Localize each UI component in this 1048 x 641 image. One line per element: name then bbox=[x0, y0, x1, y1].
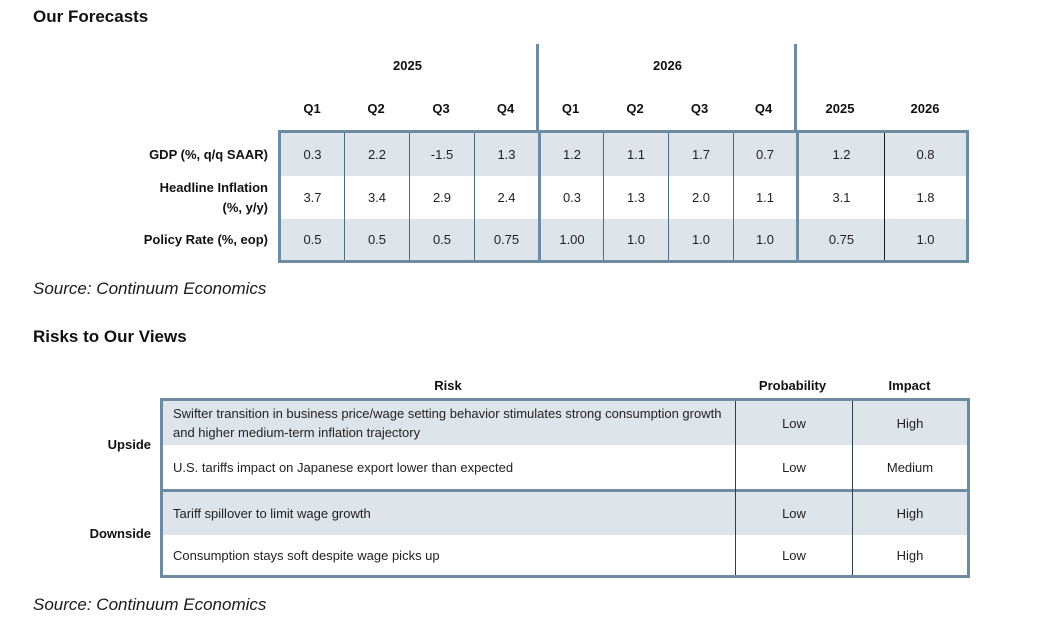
row-label-gdp: GDP (%, q/q SAAR) bbox=[149, 147, 268, 162]
forecast-table: 0.3 2.2 -1.5 1.3 1.2 1.1 1.7 0.7 1.2 0.8… bbox=[278, 130, 969, 263]
table-cell: 1.8 bbox=[916, 190, 935, 205]
table-cell: 3.1 bbox=[832, 190, 851, 205]
table-cell: 0.75 bbox=[493, 232, 520, 247]
quarter-header: Q1 bbox=[303, 101, 321, 116]
risks-title: Risks to Our Views bbox=[33, 327, 187, 346]
impact-value: High bbox=[896, 415, 924, 431]
table-cell: 1.0 bbox=[755, 232, 775, 247]
table-cell: 1.2 bbox=[832, 147, 851, 162]
risk-text: Consumption stays soft despite wage pick… bbox=[173, 547, 440, 563]
table-cell: 1.0 bbox=[691, 232, 711, 247]
table-cell: 1.0 bbox=[916, 232, 935, 247]
forecasts-source: Source: Continuum Economics bbox=[33, 279, 267, 298]
impact-column-header: Impact bbox=[888, 378, 931, 393]
annual-header: 2026 bbox=[910, 101, 940, 116]
probability-column-header: Probability bbox=[758, 378, 827, 393]
table-cell: 0.8 bbox=[916, 147, 935, 162]
quarter-header: Q3 bbox=[432, 101, 450, 116]
impact-value: High bbox=[896, 506, 924, 521]
quarter-header: Q3 bbox=[690, 101, 709, 116]
table-cell: -1.5 bbox=[430, 147, 454, 162]
risks-table: Swifter transition in business price/wag… bbox=[160, 398, 970, 578]
table-row: Swifter transition in business price/wag… bbox=[163, 401, 967, 445]
table-cell: 0.7 bbox=[755, 147, 775, 162]
table-cell: 1.0 bbox=[626, 232, 646, 247]
probability-value: Low bbox=[782, 415, 806, 431]
probability-value: Low bbox=[782, 459, 806, 475]
row-label-policy-rate: Policy Rate (%, eop) bbox=[143, 232, 268, 247]
annual-header: 2025 bbox=[825, 101, 855, 116]
year-header-2026: 2026 bbox=[653, 58, 682, 73]
table-cell: 0.5 bbox=[303, 232, 322, 247]
table-cell: 0.5 bbox=[432, 232, 452, 247]
table-cell: 1.3 bbox=[497, 147, 516, 162]
table-row bbox=[281, 133, 966, 176]
table-cell: 3.4 bbox=[367, 190, 387, 205]
risk-text: U.S. tariffs impact on Japanese export l… bbox=[173, 459, 514, 475]
quarter-header: Q2 bbox=[367, 101, 385, 116]
probability-value: Low bbox=[782, 506, 806, 521]
quarter-header: Q2 bbox=[626, 101, 644, 116]
table-cell: 2.0 bbox=[691, 190, 711, 205]
table-cell: 1.1 bbox=[755, 190, 775, 205]
table-cell: 2.9 bbox=[432, 190, 452, 205]
table-row bbox=[281, 219, 966, 260]
impact-value: Medium bbox=[886, 459, 934, 475]
quarter-header: Q4 bbox=[496, 101, 515, 116]
row-label-inflation-line1: Headline Inflation bbox=[159, 180, 268, 195]
table-cell: 0.75 bbox=[828, 232, 855, 247]
year-header-2025: 2025 bbox=[393, 58, 422, 73]
table-row: U.S. tariffs impact on Japanese export l… bbox=[163, 445, 967, 489]
risk-text: Swifter transition in business price/wag… bbox=[173, 406, 722, 440]
risk-column-header: Risk bbox=[434, 378, 462, 393]
table-cell: 1.3 bbox=[626, 190, 646, 205]
table-cell: 1.00 bbox=[559, 232, 585, 247]
table-cell: 3.7 bbox=[303, 190, 322, 205]
quarter-header: Q1 bbox=[561, 101, 580, 116]
table-cell: 1.2 bbox=[562, 147, 582, 162]
group-separator bbox=[794, 44, 797, 130]
table-row: Consumption stays soft despite wage pick… bbox=[163, 535, 967, 575]
table-cell: 2.2 bbox=[367, 147, 387, 162]
row-label-inflation-line2: (%, y/y) bbox=[222, 200, 268, 215]
risk-text: Tariff spillover to limit wage growth bbox=[173, 506, 371, 521]
row-label-inflation: Headline Inflation (%, y/y) bbox=[60, 178, 268, 218]
impact-value: High bbox=[896, 547, 924, 563]
table-cell: 1.7 bbox=[691, 147, 711, 162]
table-cell: 0.3 bbox=[303, 147, 322, 162]
quarter-header: Q4 bbox=[754, 101, 773, 116]
table-cell: 0.5 bbox=[367, 232, 387, 247]
table-cell: 1.1 bbox=[626, 147, 646, 162]
forecasts-title: Our Forecasts bbox=[33, 7, 149, 26]
group-label-downside: Downside bbox=[89, 526, 151, 541]
group-label-upside: Upside bbox=[107, 437, 151, 452]
table-row: Tariff spillover to limit wage growth Lo… bbox=[163, 492, 967, 535]
risks-source: Source: Continuum Economics bbox=[33, 595, 267, 614]
table-cell: 2.4 bbox=[497, 190, 516, 205]
table-cell: 0.3 bbox=[562, 190, 582, 205]
group-separator bbox=[163, 489, 967, 492]
probability-value: Low bbox=[782, 547, 806, 563]
group-separator bbox=[536, 44, 539, 130]
